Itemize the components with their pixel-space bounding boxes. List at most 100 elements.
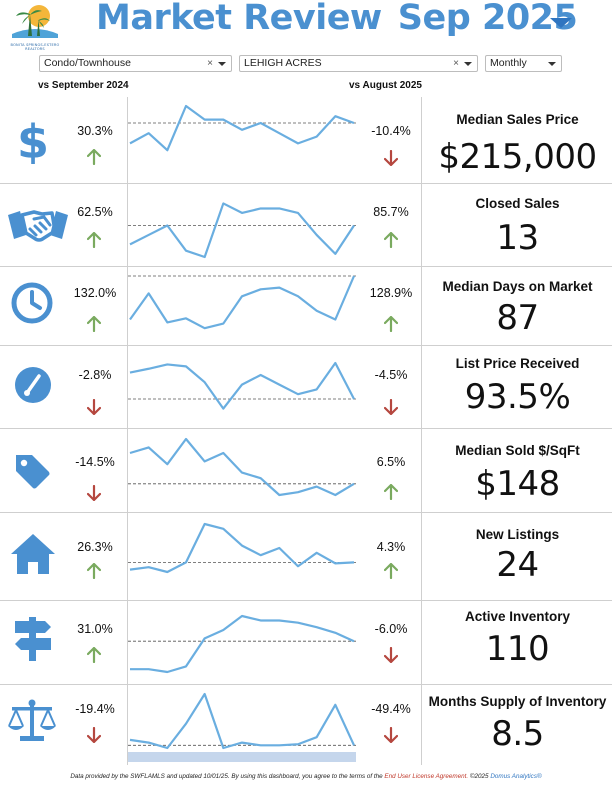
down-arrow-icon [86,726,102,744]
mom-change: 6.5% [376,455,406,469]
footer-text: Data provided by the SWFLAMLS and update… [70,773,385,780]
period-dropdown-icon[interactable] [550,18,572,28]
area-filter[interactable]: LEHIGH ACRES × [239,55,478,72]
trend-line [130,614,355,674]
footer-copyright: ©2025 [468,773,491,780]
trend-line [129,275,356,330]
frequency-value: Monthly [490,57,527,69]
metric-label: Median Sold $/SqFt [455,443,580,458]
yoy-change: 31.0% [77,622,113,636]
metric-value: 110 [485,629,550,669]
mom-change: 4.3% [376,540,406,554]
metric-label: Closed Sales [475,196,560,211]
row-divider [0,183,612,184]
scales-icon [6,698,58,746]
brand-logo: BONITA SPRINGS-ESTERO REALTORS [6,2,64,51]
header: BONITA SPRINGS-ESTERO REALTORS Market Re… [0,0,612,51]
house-icon [9,532,57,580]
row-divider [0,266,612,267]
trend-line [129,692,355,750]
yoy-comparison-label: vs September 2024 [38,80,129,91]
gauge-icon [14,366,52,408]
row-divider [0,600,612,601]
down-arrow-icon [383,726,399,744]
row-divider [0,512,612,513]
mom-change: 128.9% [369,286,413,300]
metric-label: Median Days on Market [442,279,593,294]
yoy-change: 26.3% [77,540,113,554]
dollar-icon: $ [16,115,50,169]
title-text: Market Review [96,0,382,38]
sparkline-active-inventory [128,614,356,674]
clock-icon [10,281,54,329]
mom-change: -4.5% [374,368,408,382]
trend-line [129,522,355,574]
footer-disclaimer: Data provided by the SWFLAMLS and update… [0,773,612,780]
logo-text: BONITA SPRINGS-ESTERO REALTORS [10,43,60,51]
up-arrow-icon [383,562,399,580]
sparkline-months-supply [128,692,356,750]
row-divider [0,684,612,685]
down-arrow-icon [383,149,399,167]
yoy-change: 132.0% [73,286,117,300]
mom-change: 85.7% [373,205,409,219]
metric-value: 93.5% [464,377,571,417]
sparkline-closed-sales [128,202,356,259]
up-arrow-icon [86,646,102,664]
chevron-down-icon[interactable] [464,62,472,66]
yoy-change: 62.5% [77,205,113,219]
down-arrow-icon [383,646,399,664]
metric-value: 87 [496,298,539,338]
area-value: LEHIGH ACRES [244,57,322,69]
metric-label: New Listings [475,527,560,542]
clear-area-icon[interactable]: × [453,58,459,69]
sparkline-sold-per-sqft [128,437,356,497]
down-arrow-icon [86,484,102,502]
yoy-change: 30.3% [77,124,113,138]
sparkline-new-listings [128,522,356,574]
yoy-change: -19.4% [75,702,115,716]
chevron-down-icon[interactable] [218,62,226,66]
up-arrow-icon [86,315,102,333]
down-arrow-icon [383,398,399,416]
metric-label: Active Inventory [464,609,571,624]
up-arrow-icon [86,231,102,249]
brand-link[interactable]: Domus Analytics® [490,773,542,780]
yoy-change: -2.8% [78,368,112,382]
metric-value: $148 [475,464,560,504]
metric-label: List Price Received [455,356,580,371]
metric-label: Months Supply of Inventory [428,694,607,709]
metric-value: 24 [496,545,539,585]
trend-line [129,437,355,497]
mom-change: -6.0% [374,622,408,636]
chevron-down-icon[interactable] [548,62,556,66]
metric-value: $215,000 [438,137,597,177]
metric-label: Median Sales Price [456,112,579,127]
handshake-icon [6,205,70,249]
price-tag-icon [12,451,52,495]
yoy-change: -14.5% [75,455,115,469]
row-divider [0,345,612,346]
mom-change: -49.4% [371,702,411,716]
up-arrow-icon [383,231,399,249]
title-period: Sep 2025 [397,0,578,38]
page-title: Market Review Sep 2025 [96,0,578,38]
horizontal-scrollbar[interactable] [128,752,356,762]
metric-value: 8.5 [491,714,544,754]
trend-line [129,104,355,152]
grid-divider [127,97,128,765]
row-divider [0,428,612,429]
up-arrow-icon [86,562,102,580]
sparkline-days-on-market [128,275,356,330]
svg-text:$: $ [17,116,49,164]
metric-value: 13 [496,218,539,258]
sparkline-median-sales-price [128,104,356,152]
eula-link[interactable]: End User License Agreement. [384,773,469,780]
property-type-filter[interactable]: Condo/Townhouse × [39,55,232,72]
mom-change: -10.4% [371,124,411,138]
frequency-filter[interactable]: Monthly [485,55,562,72]
trend-line [129,202,355,259]
clear-property-type-icon[interactable]: × [207,58,213,69]
signpost-icon [11,615,55,667]
trend-line [129,361,355,410]
